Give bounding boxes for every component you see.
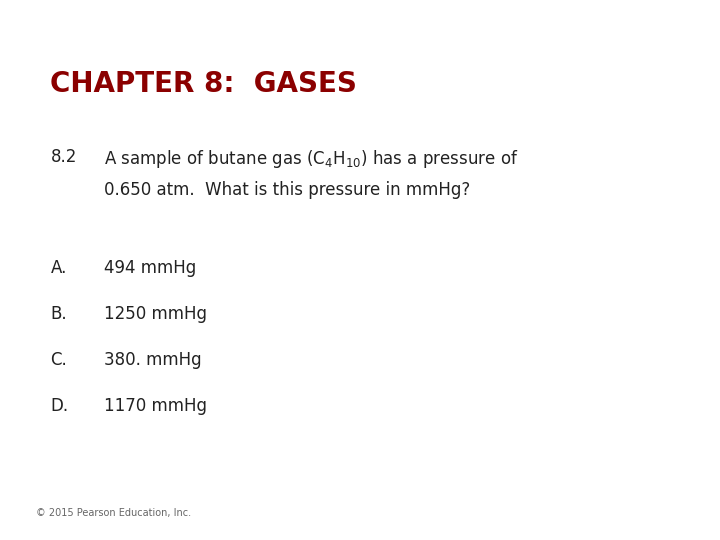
Text: CHAPTER 8:  GASES: CHAPTER 8: GASES <box>50 70 357 98</box>
Text: A.: A. <box>50 259 67 277</box>
Text: 0.650 atm.  What is this pressure in mmHg?: 0.650 atm. What is this pressure in mmHg… <box>104 181 471 199</box>
Text: 8.2: 8.2 <box>50 148 77 166</box>
Text: 494 mmHg: 494 mmHg <box>104 259 197 277</box>
Text: B.: B. <box>50 305 67 323</box>
Text: 380. mmHg: 380. mmHg <box>104 351 202 369</box>
Text: C.: C. <box>50 351 67 369</box>
Text: © 2015 Pearson Education, Inc.: © 2015 Pearson Education, Inc. <box>36 508 191 518</box>
Text: 1170 mmHg: 1170 mmHg <box>104 397 207 415</box>
Text: D.: D. <box>50 397 68 415</box>
Text: A sample of butane gas (C$_4$H$_{10}$) has a pressure of: A sample of butane gas (C$_4$H$_{10}$) h… <box>104 148 519 171</box>
Text: 1250 mmHg: 1250 mmHg <box>104 305 207 323</box>
